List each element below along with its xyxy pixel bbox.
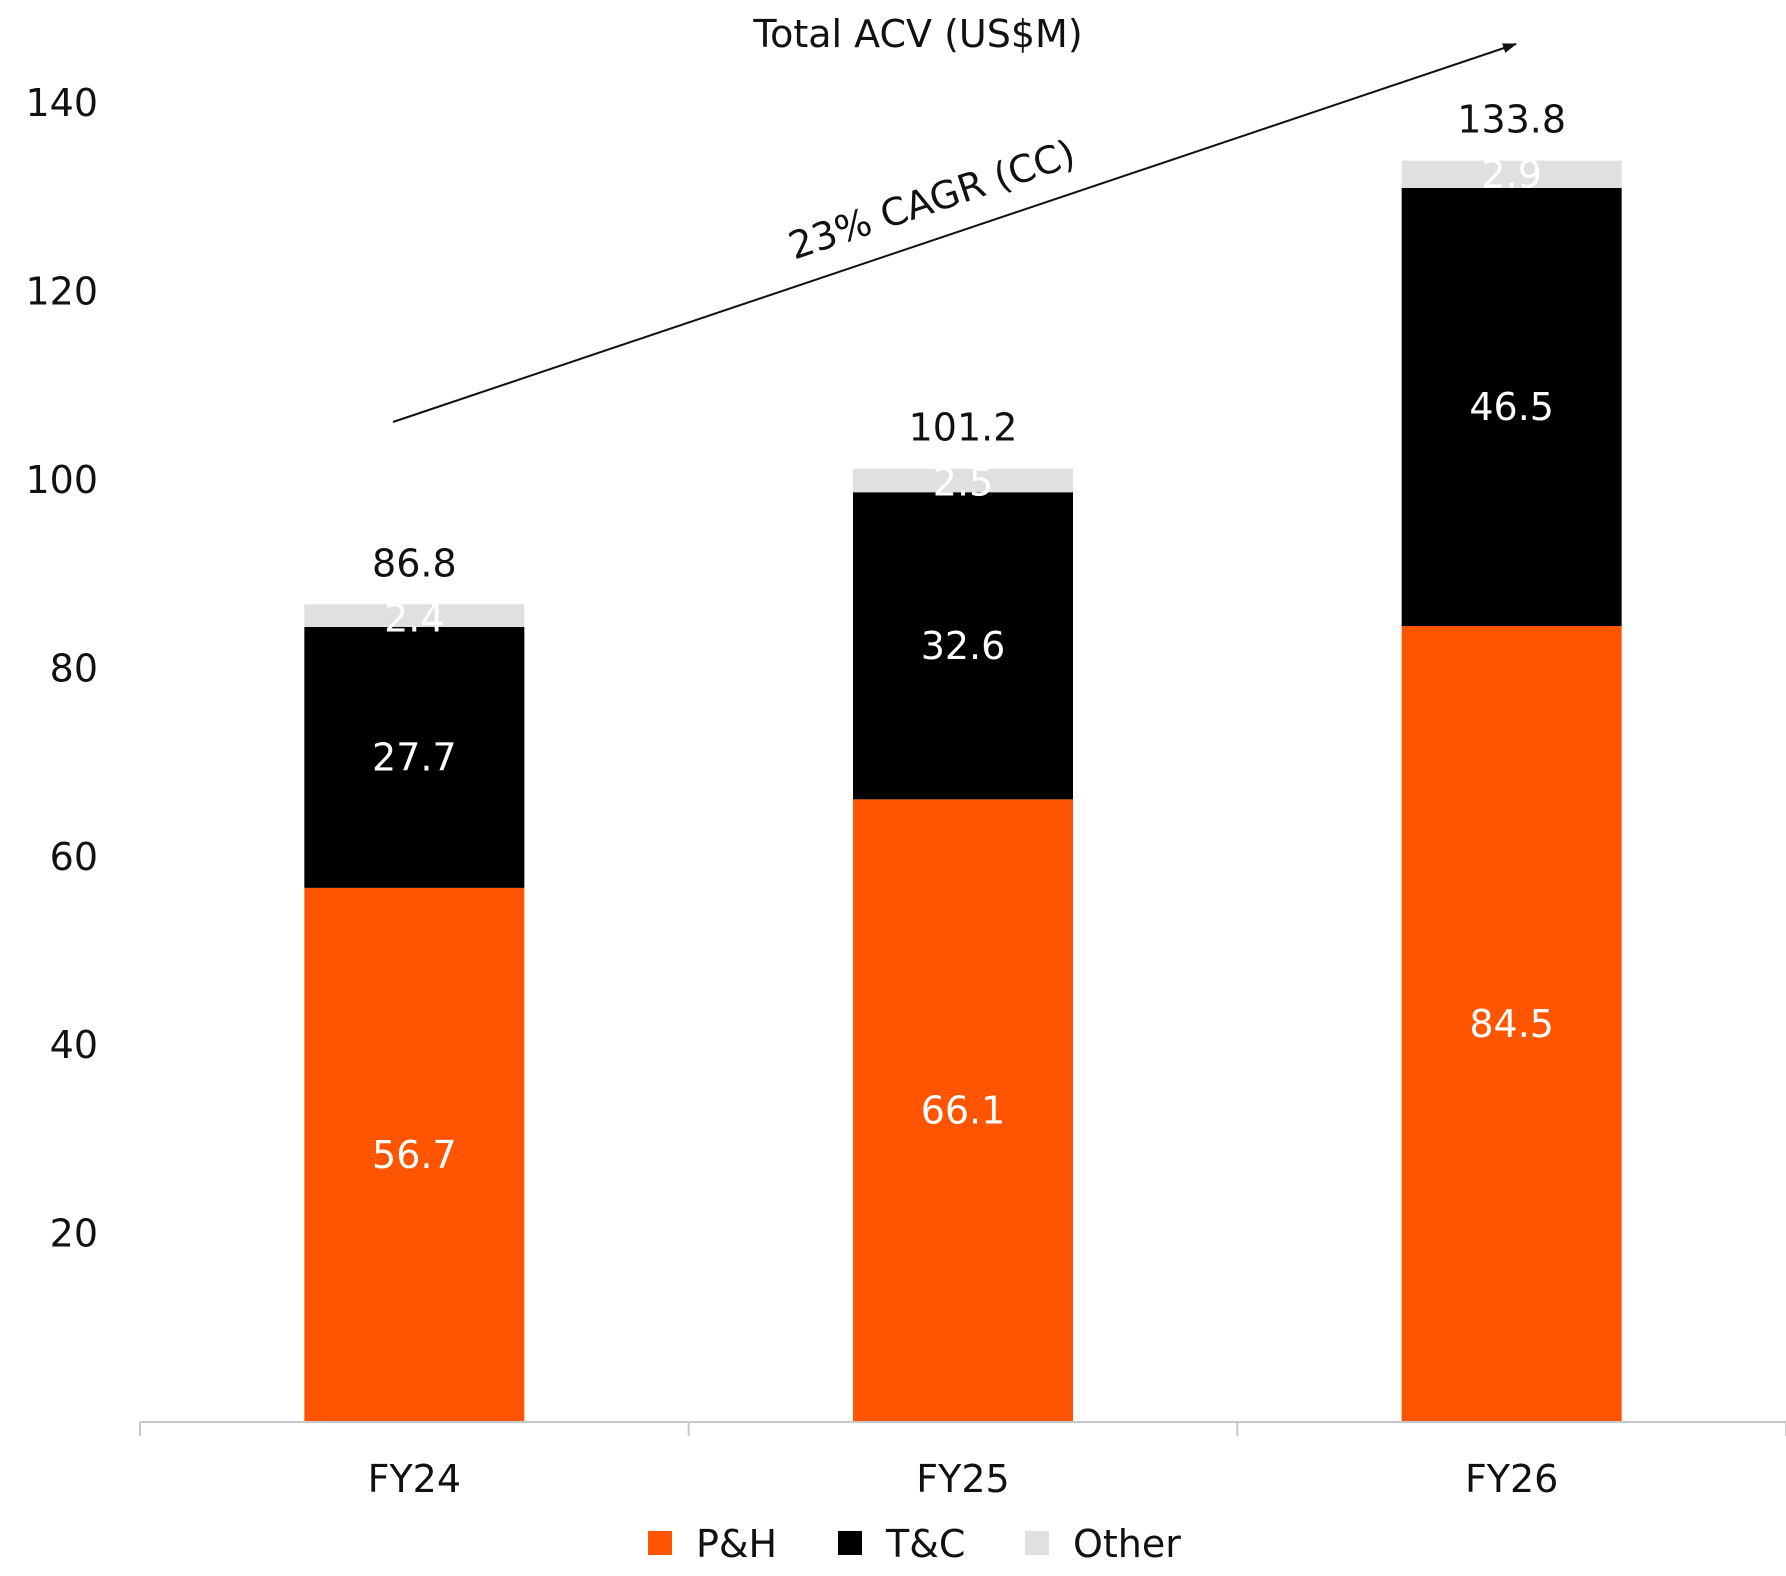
total-label-fy26: 133.8: [1457, 98, 1566, 142]
bar-p-h-fy24: [304, 887, 525, 1422]
legend-label-other: Other: [1073, 1522, 1181, 1566]
x-category-label-fy25: FY25: [916, 1457, 1009, 1501]
data-label-other-fy26: 2.9: [1481, 153, 1541, 197]
y-axis: 20 40 60 80 100 120 140: [25, 81, 98, 1255]
bar-other-fy26: [1401, 160, 1622, 188]
data-label-p-h-fy25: 66.1: [921, 1089, 1006, 1133]
bars: 56.7 27.7 2.4 86.8 66.1 32.6 2.5 101.2 84.5 46.5 2…: [304, 98, 1622, 1422]
bar-p-h-fy26: [1401, 626, 1622, 1422]
y-tick-label-80: 80: [50, 646, 98, 690]
y-tick-label-120: 120: [25, 270, 98, 314]
data-label-other-fy24: 2.4: [384, 596, 444, 640]
y-tick-label-140: 140: [25, 81, 98, 125]
y-tick-label-40: 40: [50, 1023, 98, 1067]
legend-swatch-t-c: [838, 1531, 862, 1555]
y-tick-label-100: 100: [25, 458, 98, 502]
x-axis: FY24 FY25 FY26: [139, 1421, 1786, 1501]
y-tick-label-20: 20: [50, 1212, 98, 1256]
bar-other-fy24: [304, 604, 525, 627]
cagr-arrow: [392, 43, 1517, 423]
legend-label-p-h: P&H: [696, 1522, 777, 1566]
legend-label-t-c: T&C: [885, 1522, 965, 1566]
chart-title: Total ACV (US$M): [752, 12, 1082, 56]
data-label-t-c-fy24: 27.7: [372, 735, 457, 779]
data-label-t-c-fy25: 32.6: [921, 624, 1006, 668]
legend: P&H T&C Other: [648, 1522, 1181, 1566]
y-tick-label-60: 60: [50, 835, 98, 879]
data-label-p-h-fy26: 84.5: [1469, 1002, 1554, 1046]
cagr-annotation: 23% CAGR (CC): [392, 43, 1517, 423]
bar-other-fy25: [853, 468, 1073, 493]
total-label-fy25: 101.2: [909, 406, 1018, 450]
bar-t-c-fy26: [1401, 187, 1622, 627]
cagr-annotation-text: 23% CAGR (CC): [783, 131, 1080, 268]
legend-swatch-p-h: [648, 1531, 672, 1555]
data-label-t-c-fy26: 46.5: [1469, 385, 1554, 429]
bar-t-c-fy24: [304, 626, 525, 888]
data-label-other-fy25: 2.5: [933, 461, 993, 505]
x-category-label-fy24: FY24: [368, 1457, 461, 1501]
bar-p-h-fy25: [853, 799, 1073, 1422]
x-category-label-fy26: FY26: [1465, 1457, 1558, 1501]
legend-swatch-other: [1025, 1531, 1049, 1555]
total-label-fy24: 86.8: [372, 541, 457, 585]
bar-t-c-fy25: [853, 492, 1073, 800]
data-label-p-h-fy24: 56.7: [372, 1133, 457, 1177]
